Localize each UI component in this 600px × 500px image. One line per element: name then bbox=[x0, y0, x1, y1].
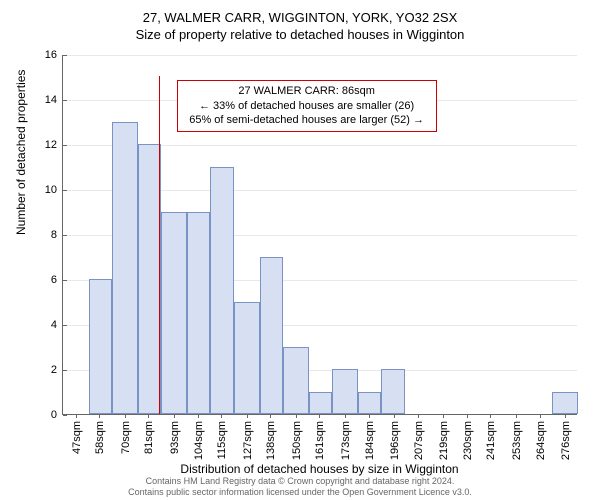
x-tick-label: 127sqm bbox=[240, 421, 254, 460]
plot-area: 024681012141647sqm58sqm70sqm81sqm93sqm10… bbox=[62, 55, 577, 415]
y-tick-label: 8 bbox=[51, 229, 63, 241]
x-tick-label: 184sqm bbox=[362, 421, 376, 460]
x-tick-label: 241sqm bbox=[483, 421, 497, 460]
x-tick-label: 138sqm bbox=[263, 421, 277, 460]
x-tick-mark bbox=[125, 414, 126, 418]
x-tick-label: 70sqm bbox=[118, 421, 132, 454]
x-tick-mark bbox=[418, 414, 419, 418]
histogram-bar bbox=[332, 369, 358, 414]
histogram-bar bbox=[187, 212, 211, 415]
histogram-bar bbox=[309, 392, 333, 415]
y-tick-label: 10 bbox=[45, 184, 63, 196]
x-tick-label: 173sqm bbox=[338, 421, 352, 460]
histogram-bar bbox=[283, 347, 309, 415]
x-tick-label: 207sqm bbox=[411, 421, 425, 460]
x-tick-mark bbox=[99, 414, 100, 418]
histogram-bar bbox=[138, 144, 162, 414]
y-tick-label: 6 bbox=[51, 274, 63, 286]
x-tick-label: 264sqm bbox=[533, 421, 547, 460]
x-tick-label: 230sqm bbox=[460, 421, 474, 460]
x-tick-mark bbox=[369, 414, 370, 418]
x-tick-mark bbox=[345, 414, 346, 418]
chart-title-subtitle: Size of property relative to detached ho… bbox=[0, 27, 600, 42]
chart-title-address: 27, WALMER CARR, WIGGINTON, YORK, YO32 2… bbox=[0, 10, 600, 25]
x-tick-mark bbox=[296, 414, 297, 418]
histogram-bar bbox=[112, 122, 138, 415]
footer-attribution: Contains HM Land Registry data © Crown c… bbox=[0, 476, 600, 499]
histogram-bar bbox=[161, 212, 187, 415]
x-tick-mark bbox=[565, 414, 566, 418]
x-tick-mark bbox=[319, 414, 320, 418]
x-tick-mark bbox=[540, 414, 541, 418]
x-tick-mark bbox=[198, 414, 199, 418]
annotation-line3: 65% of semi-detached houses are larger (… bbox=[186, 113, 428, 128]
x-tick-label: 161sqm bbox=[312, 421, 326, 460]
histogram-bar bbox=[552, 392, 578, 415]
y-tick-label: 0 bbox=[51, 409, 63, 421]
x-tick-mark bbox=[270, 414, 271, 418]
x-tick-label: 104sqm bbox=[191, 421, 205, 460]
histogram-bar bbox=[358, 392, 382, 415]
x-tick-mark bbox=[221, 414, 222, 418]
y-tick-label: 4 bbox=[51, 319, 63, 331]
y-tick-label: 12 bbox=[45, 139, 63, 151]
x-tick-label: 196sqm bbox=[387, 421, 401, 460]
annotation-line1: 27 WALMER CARR: 86sqm bbox=[186, 84, 428, 99]
x-tick-mark bbox=[76, 414, 77, 418]
x-tick-label: 47sqm bbox=[69, 421, 83, 454]
x-tick-label: 219sqm bbox=[436, 421, 450, 460]
annotation-line2: ← 33% of detached houses are smaller (26… bbox=[186, 99, 428, 114]
gridline bbox=[63, 55, 577, 56]
x-tick-label: 58sqm bbox=[92, 421, 106, 454]
x-tick-label: 115sqm bbox=[214, 421, 228, 459]
x-tick-mark bbox=[443, 414, 444, 418]
y-tick-label: 14 bbox=[45, 94, 63, 106]
histogram-chart: 27, WALMER CARR, WIGGINTON, YORK, YO32 2… bbox=[0, 0, 600, 500]
x-tick-mark bbox=[148, 414, 149, 418]
footer-line2: Contains public sector information licen… bbox=[0, 487, 600, 498]
x-tick-mark bbox=[467, 414, 468, 418]
x-tick-mark bbox=[490, 414, 491, 418]
x-axis-label: Distribution of detached houses by size … bbox=[62, 462, 577, 476]
histogram-bar bbox=[210, 167, 234, 415]
x-tick-mark bbox=[174, 414, 175, 418]
x-tick-label: 150sqm bbox=[289, 421, 303, 460]
y-tick-label: 2 bbox=[51, 364, 63, 376]
annotation-box: 27 WALMER CARR: 86sqm← 33% of detached h… bbox=[177, 80, 437, 133]
y-tick-label: 16 bbox=[45, 49, 63, 61]
footer-line1: Contains HM Land Registry data © Crown c… bbox=[0, 476, 600, 487]
histogram-bar bbox=[381, 369, 405, 414]
histogram-bar bbox=[234, 302, 260, 415]
x-tick-label: 276sqm bbox=[558, 421, 572, 460]
x-tick-label: 81sqm bbox=[141, 421, 155, 454]
property-marker-line bbox=[159, 76, 160, 414]
x-tick-mark bbox=[394, 414, 395, 418]
x-tick-mark bbox=[247, 414, 248, 418]
y-axis-label: Number of detached properties bbox=[14, 70, 28, 235]
histogram-bar bbox=[260, 257, 284, 415]
x-tick-label: 93sqm bbox=[167, 421, 181, 454]
x-tick-mark bbox=[516, 414, 517, 418]
x-tick-label: 253sqm bbox=[509, 421, 523, 460]
histogram-bar bbox=[89, 279, 113, 414]
chart-titles: 27, WALMER CARR, WIGGINTON, YORK, YO32 2… bbox=[0, 0, 600, 42]
